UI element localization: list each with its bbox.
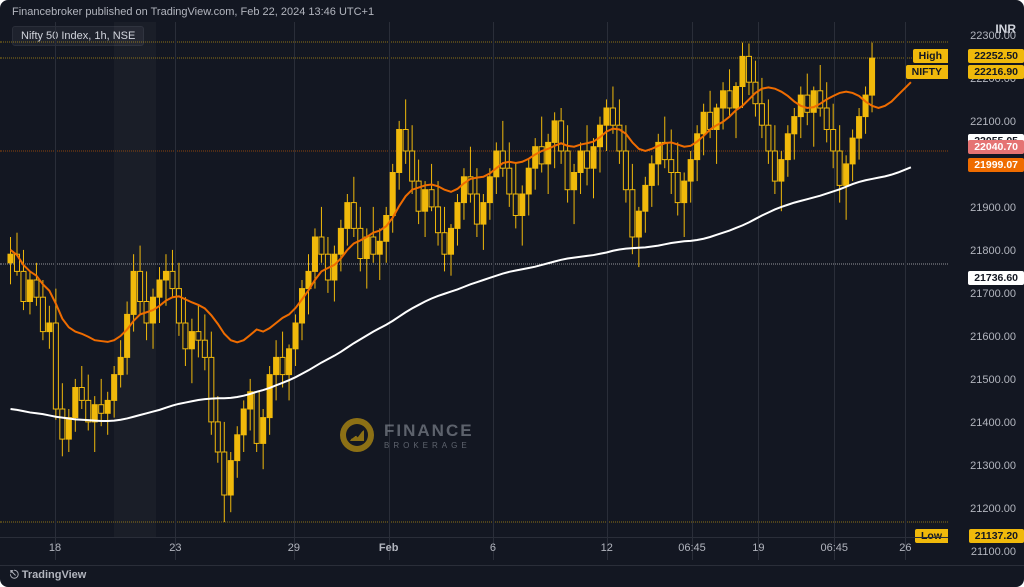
- watermark: FINANCE BROKERAGE: [340, 418, 474, 452]
- x-tick: 29: [288, 542, 300, 554]
- price-label: 21736.60: [968, 271, 1024, 285]
- price-label: 21137.20: [969, 529, 1024, 543]
- price-tag: NIFTY: [906, 65, 948, 79]
- price-label: 22040.70: [968, 140, 1024, 154]
- y-tick: 21700.00: [970, 288, 1016, 300]
- price-label: 22216.90: [968, 65, 1024, 79]
- y-tick: 22100.00: [970, 116, 1016, 128]
- x-axis[interactable]: 18 23 29 Feb 6 12 06:45 19 06:45 26: [0, 537, 948, 559]
- x-tick: 19: [752, 542, 764, 554]
- watermark-icon: [340, 418, 374, 452]
- x-tick: 23: [169, 542, 181, 554]
- x-tick: 06:45: [678, 542, 706, 554]
- chart-plot-area[interactable]: [0, 22, 948, 538]
- x-tick: 12: [601, 542, 613, 554]
- chart-frame: Financebroker published on TradingView.c…: [0, 0, 1024, 587]
- x-tick: 06:45: [820, 542, 848, 554]
- chart-svg: [0, 22, 948, 538]
- x-tick: 26: [899, 542, 911, 554]
- x-tick: 6: [490, 542, 496, 554]
- price-label: 21999.07: [968, 158, 1024, 172]
- y-tick: 21600.00: [970, 331, 1016, 343]
- y-tick: 21400.00: [970, 417, 1016, 429]
- publisher-label: Financebroker published on TradingView.c…: [12, 6, 374, 18]
- y-tick: 21300.00: [970, 460, 1016, 472]
- x-tick: Feb: [379, 542, 399, 554]
- y-tick: 22300.00: [970, 30, 1016, 42]
- x-tick: 18: [49, 542, 61, 554]
- y-axis[interactable]: INR 22300.0022200.0022100.0021900.002180…: [948, 22, 1024, 538]
- y-tick: 21500.00: [970, 374, 1016, 386]
- y-tick: 21200.00: [970, 503, 1016, 515]
- y-tick: 21100.00: [971, 546, 1016, 558]
- footer: ⎋ TradingView: [0, 565, 1024, 587]
- tradingview-brand: ⎋ TradingView: [10, 569, 86, 582]
- watermark-line1: FINANCE: [384, 421, 474, 441]
- price-label: 22252.50: [968, 49, 1024, 63]
- y-tick: 21800.00: [970, 245, 1016, 257]
- watermark-line2: BROKERAGE: [384, 441, 474, 450]
- y-tick: 21900.00: [970, 202, 1016, 214]
- price-tag: High: [913, 49, 948, 63]
